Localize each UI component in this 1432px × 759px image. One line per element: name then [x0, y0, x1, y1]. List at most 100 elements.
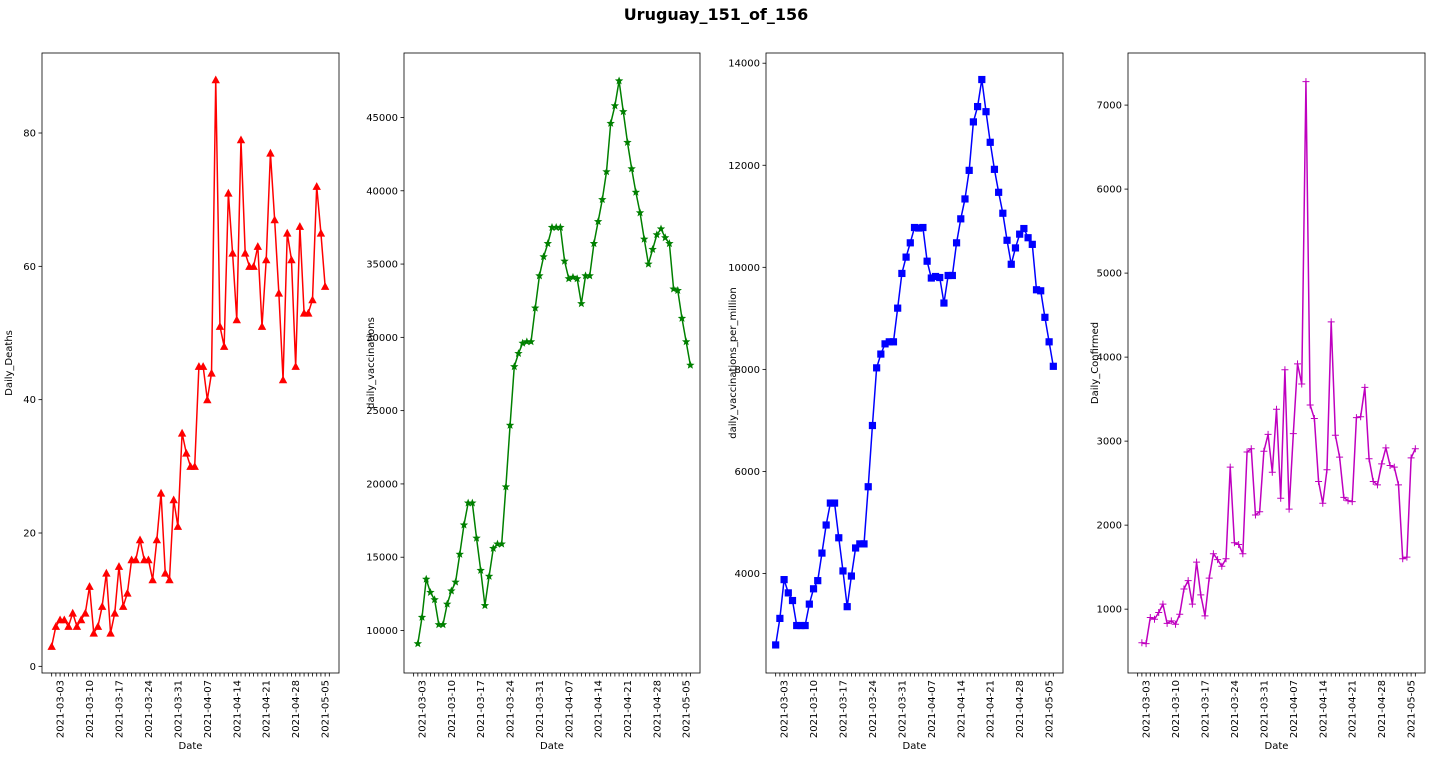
chart-panel-2: 10000 15000 20000 25000 30000 35000 40000 45000… — [366, 52, 701, 752]
series-line-3 — [774, 78, 1055, 646]
x-tick-label: 2021-03-03 — [1142, 680, 1153, 738]
data-point — [547, 223, 557, 231]
data-point — [417, 612, 427, 621]
y-tick-label: 45000 — [366, 113, 398, 124]
y-tick-label: 20000 — [366, 479, 398, 490]
data-point — [173, 522, 183, 530]
data-point — [51, 622, 61, 630]
x-tick-label: 2021-04-07 — [203, 680, 214, 738]
data-point — [219, 342, 229, 350]
data-point — [510, 362, 519, 371]
figure-title: Uruguay_151_of_156 — [624, 5, 809, 24]
data-point — [589, 239, 599, 248]
data-point — [902, 253, 910, 261]
data-point — [1399, 555, 1407, 563]
data-point — [686, 360, 695, 369]
data-point — [81, 608, 90, 617]
data-point — [1037, 287, 1045, 295]
x-tick-label: 2021-04-21 — [262, 680, 273, 738]
y-axis-label: daily_vaccinations — [366, 317, 377, 409]
data-point — [1243, 448, 1251, 456]
data-point — [505, 420, 515, 429]
data-point — [1315, 477, 1323, 485]
data-point — [1327, 318, 1335, 326]
data-point — [1214, 556, 1222, 564]
y-tick-label: 80 — [23, 129, 36, 140]
x-tick-label: 2021-04-21 — [623, 680, 634, 738]
data-point — [1369, 477, 1377, 485]
data-point — [232, 315, 241, 324]
y-tick-label: 3000 — [1097, 437, 1122, 448]
data-point — [1159, 600, 1167, 608]
y-tick-label: 6000 — [735, 467, 760, 478]
data-point — [990, 165, 999, 173]
data-point — [1251, 511, 1259, 519]
data-point — [793, 621, 801, 630]
data-point — [1180, 585, 1188, 593]
data-point — [1239, 550, 1247, 558]
data-point — [1352, 414, 1360, 422]
x-tick-label: 2021-05-05 — [1045, 680, 1056, 738]
data-point — [182, 448, 191, 457]
x-tick-label: 2021-04-28 — [291, 680, 302, 738]
data-point — [1222, 555, 1230, 563]
y-tick-label: 40 — [23, 395, 36, 406]
data-point — [577, 299, 586, 308]
y-tick-label: 40000 — [366, 186, 398, 197]
x-tick-label: 2021-04-21 — [1348, 680, 1359, 738]
data-point — [1184, 577, 1192, 585]
data-point — [1167, 617, 1175, 625]
x-tick-label: 2021-03-03 — [780, 680, 791, 738]
data-point — [805, 600, 813, 608]
x-tick-label: 2021-03-03 — [56, 680, 67, 738]
data-point — [986, 138, 994, 146]
data-point — [215, 322, 225, 330]
data-point — [106, 628, 115, 637]
x-tick-label: 2021-04-21 — [986, 680, 997, 738]
data-point — [881, 340, 889, 348]
data-point — [1365, 455, 1373, 463]
data-point — [266, 148, 275, 157]
data-point — [999, 209, 1007, 217]
data-point — [257, 322, 267, 330]
data-point — [864, 483, 872, 491]
data-point — [1247, 445, 1255, 453]
x-tick-label: 2021-04-28 — [1377, 680, 1388, 738]
data-point — [1281, 366, 1289, 374]
x-tick-label: 2021-03-24 — [506, 680, 517, 738]
data-point — [1407, 454, 1415, 462]
data-point — [522, 337, 532, 346]
axes-frame — [765, 52, 1064, 674]
data-point — [788, 596, 797, 605]
data-point — [801, 621, 809, 630]
data-point — [1235, 540, 1243, 548]
data-point — [1256, 508, 1264, 516]
data-point — [822, 521, 830, 529]
x-tick-label: 2021-03-17 — [114, 680, 125, 738]
x-tick-label: 2021-03-24 — [1230, 680, 1241, 738]
series-line-2 — [417, 80, 692, 644]
data-point — [64, 622, 73, 630]
data-point — [1298, 380, 1306, 388]
data-point — [177, 428, 187, 437]
data-point — [677, 313, 687, 322]
y-axis-label: daily_vaccinations_per_million — [728, 287, 739, 439]
data-point — [1024, 234, 1032, 242]
data-point — [944, 271, 952, 280]
data-point — [60, 615, 69, 624]
data-point — [1163, 619, 1171, 627]
data-point — [835, 534, 843, 542]
data-point — [1176, 610, 1184, 618]
data-point — [656, 224, 666, 233]
x-tick-label: 2021-03-31 — [535, 680, 546, 738]
y-axis-label: Daily_Confirmed — [1090, 322, 1101, 404]
data-point — [1138, 639, 1146, 647]
data-point — [236, 135, 246, 144]
x-tick-label: 2021-03-03 — [418, 680, 429, 738]
data-point — [1260, 447, 1268, 455]
data-point — [772, 641, 780, 649]
x-tick-label: 2021-04-28 — [652, 680, 663, 738]
data-point — [262, 255, 271, 264]
data-point — [476, 566, 485, 574]
data-point — [568, 272, 578, 281]
